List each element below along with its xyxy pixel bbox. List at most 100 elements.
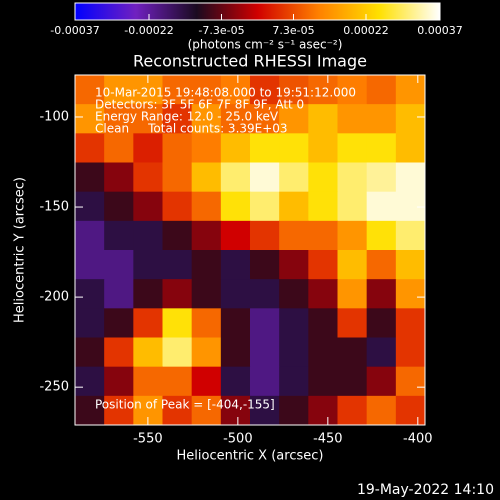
heatmap-cell [162,308,193,338]
heatmap-cell [366,162,397,193]
x-tick-label: -550 [133,432,163,447]
heatmap-cell [250,133,280,163]
heatmap-cell [337,162,368,193]
heatmap-cell [75,308,105,338]
heatmap-cell [366,308,397,338]
heatmap-cell [162,220,193,251]
heatmap-cell [308,104,338,134]
heatmap-cell [395,366,426,397]
heatmap-cell [220,366,251,397]
heatmap-cell [366,279,397,309]
heatmap-cell [191,133,222,163]
heatmap-cell [162,395,193,426]
heatmap-cell [104,133,134,163]
heatmap-cell [250,279,280,309]
heatmap-cell [308,366,338,397]
plot-frame [74,74,426,426]
colorbar-tick-label: 0.00022 [343,24,389,37]
heatmap-cell [75,395,105,426]
heatmap-cell [279,279,309,309]
heatmap-cell [395,337,426,368]
colorbar-tick-label: 7.3e-05 [272,24,314,37]
heatmap-cell [133,279,163,309]
heatmap-cell [279,308,309,338]
heatmap-cell [104,395,134,426]
heatmap-cell [191,162,222,193]
heatmap-cell [75,162,105,193]
heatmap-cell [250,75,280,105]
heatmap-cell [75,191,105,222]
heatmap-cell [308,220,338,251]
heatmap-cell [337,279,368,309]
heatmap-cell [279,162,309,193]
heatmap-cell [279,104,309,134]
heatmap-cell [220,308,251,338]
heatmap-cell [308,162,338,193]
heatmap-cell [104,308,134,338]
heatmap-cell [395,75,426,105]
footer: 19-May-2022 14:10 [357,482,494,498]
heatmap-cell [395,104,426,134]
heatmap-cell [133,133,163,163]
heatmap-cell [279,250,309,280]
heatmap-cell [191,395,222,426]
heatmap-cell [337,337,368,368]
heatmap-cell [75,366,105,397]
heatmap-cell [366,220,397,251]
heatmap-cell [162,337,193,368]
heatmap-cell [308,250,338,280]
heatmap-cell [104,162,134,193]
heatmap-cell [279,395,309,426]
heatmap-cell [308,279,338,309]
heatmap-cell [250,308,280,338]
heatmap-cell [279,133,309,163]
heatmap-cell [337,308,368,338]
heatmap-cell [308,75,338,105]
heatmap-cell [133,220,163,251]
heatmap-cell [366,395,397,426]
x-tick-label: -450 [313,432,343,447]
heatmap-cell [366,191,397,222]
y-tick-label: -250 [39,380,69,395]
heatmap-cell [220,220,251,251]
heatmap-cell [133,162,163,193]
heatmap-cell [337,250,368,280]
heatmap-cell [366,104,397,134]
heatmap-cell [220,279,251,309]
heatmap-cell [395,191,426,222]
heatmap-cell [104,250,134,280]
heatmap-cell [308,133,338,163]
heatmap-cell [366,133,397,163]
heatmap-cell [220,250,251,280]
colorbar-tick-label: 0.00037 [417,24,463,37]
heatmap-cell [191,337,222,368]
heatmap [75,75,426,426]
heatmap-cell [75,75,105,105]
heatmap-cell [191,104,222,134]
heatmap-cell [75,104,105,134]
y-tick-label: -150 [39,200,69,215]
x-axis-label: Heliocentric X (arcsec) [177,449,324,464]
heatmap-cell [366,366,397,397]
heatmap-cell [337,220,368,251]
heatmap-cell [308,337,338,368]
x-tick-label: -500 [223,432,253,447]
heatmap-cell [337,75,368,105]
x-tick-label: -400 [403,432,433,447]
heatmap-cell [250,191,280,222]
chart-title: Reconstructed RHESSI Image [133,52,367,71]
heatmap-cell [162,279,193,309]
heatmap-cell [395,250,426,280]
heatmap-cell [75,250,105,280]
heatmap-cell [220,395,251,426]
heatmap-cell [395,133,426,163]
colorbar-tick-label: -7.3e-05 [198,24,244,37]
annotation: 10-Mar-2015 19:48:08.000 to 19:51:12.000 [95,86,356,100]
y-axis-label: Heliocentric Y (arcsec) [13,177,28,323]
heatmap-cell [366,250,397,280]
heatmap-cell [279,220,309,251]
heatmap-cell [337,191,368,222]
heatmap-cell [75,133,105,163]
heatmap-cell [220,337,251,368]
heatmap-cell [162,104,193,134]
